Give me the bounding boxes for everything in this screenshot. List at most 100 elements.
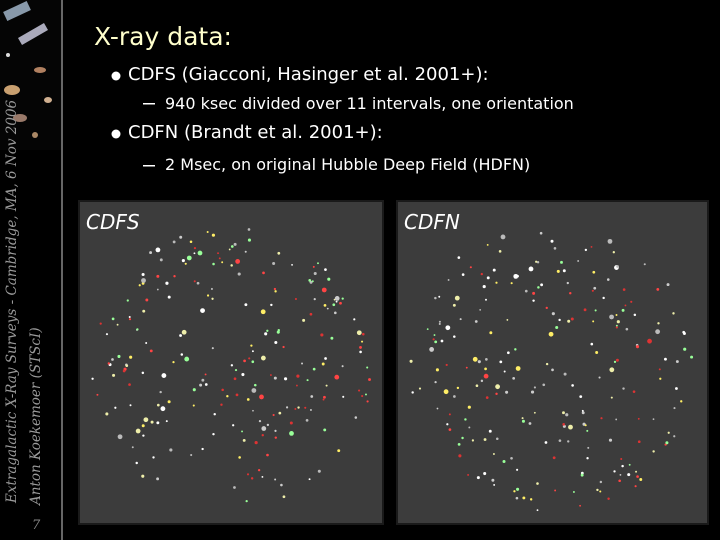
- source-dot: [580, 473, 584, 477]
- dash: [143, 165, 155, 167]
- source-dot: [212, 262, 215, 266]
- source-dot: [145, 341, 148, 344]
- source-dot: [551, 368, 554, 372]
- source-dot: [492, 453, 495, 455]
- source-dot: [615, 358, 619, 362]
- source-dot: [201, 447, 204, 451]
- source-dot: [361, 394, 364, 398]
- sidebar-text: Extragalactic X-Ray Surveys - Cambridge,…: [4, 99, 20, 503]
- source-dot: [521, 417, 524, 420]
- source-dot: [432, 338, 435, 341]
- source-dot: [682, 330, 686, 334]
- source-dot: [312, 265, 315, 268]
- source-dot: [652, 418, 655, 421]
- dash: [143, 103, 155, 105]
- source-dot: [289, 421, 293, 425]
- source-dot: [159, 258, 163, 262]
- bullet: [111, 71, 121, 81]
- source-dot: [226, 394, 229, 398]
- source-dot: [313, 271, 317, 276]
- source-dot: [366, 400, 369, 403]
- source-dot: [675, 387, 678, 390]
- source-dot: [361, 340, 364, 343]
- source-dot: [274, 340, 278, 345]
- source-dot: [558, 318, 561, 322]
- source-dot: [237, 272, 241, 276]
- source-dot: [128, 315, 131, 319]
- source-dot: [311, 280, 314, 283]
- source-dot: [141, 272, 145, 277]
- source-dot: [683, 347, 687, 351]
- source-dot: [493, 483, 496, 486]
- source-dot: [484, 367, 487, 371]
- source-dot: [465, 366, 468, 369]
- source-dot: [555, 325, 559, 330]
- source-dot: [656, 287, 660, 291]
- source-dot: [361, 332, 365, 336]
- source-dot: [145, 298, 149, 302]
- source-dot: [297, 406, 300, 409]
- source-dot: [448, 413, 451, 416]
- source-dot: [621, 464, 624, 468]
- source-dot: [251, 360, 255, 364]
- source-dot: [485, 298, 487, 301]
- source-dot: [586, 457, 589, 460]
- bullet-text: CDFS (Giacconi, Hasinger et al. 2001+):: [128, 64, 489, 85]
- source-dot: [658, 368, 661, 371]
- source-dot: [142, 309, 146, 313]
- source-dot: [192, 404, 195, 407]
- source-dot: [447, 279, 450, 281]
- source-dot: [211, 233, 216, 237]
- source-dot: [99, 322, 102, 325]
- source-dot: [516, 487, 520, 491]
- source-dot: [625, 327, 629, 331]
- source-dot: [159, 390, 162, 394]
- source-dot: [283, 377, 288, 381]
- source-dot: [322, 398, 325, 401]
- source-dot: [633, 313, 637, 317]
- source-dot: [260, 355, 266, 361]
- source-dot: [409, 359, 413, 363]
- source-dot: [620, 457, 623, 460]
- source-dot: [266, 329, 269, 332]
- source-dot: [485, 358, 488, 361]
- source-dot: [241, 372, 245, 377]
- source-dot: [250, 477, 254, 480]
- source-dot: [107, 362, 110, 365]
- source-dot: [615, 418, 618, 421]
- source-dot: [128, 318, 132, 321]
- source-dot: [273, 287, 277, 291]
- source-dot: [342, 395, 345, 398]
- source-dot: [596, 488, 599, 492]
- source-dot: [680, 400, 683, 403]
- source-dot: [295, 384, 298, 387]
- source-dot: [190, 453, 193, 457]
- source-dot: [228, 248, 231, 251]
- source-dot: [590, 245, 593, 248]
- source-dot: [277, 328, 280, 332]
- source-dot: [445, 325, 451, 331]
- source-dot: [621, 308, 625, 312]
- source-dot: [599, 480, 603, 484]
- source-dot: [204, 383, 208, 386]
- source-dot: [280, 483, 283, 487]
- source-dot: [254, 441, 258, 445]
- source-dot: [454, 295, 460, 301]
- source-dot: [630, 300, 633, 303]
- source-dot: [317, 262, 319, 265]
- page-number: 7: [32, 518, 41, 533]
- source-dot: [587, 446, 590, 449]
- source-dot: [411, 391, 414, 394]
- source-dot: [558, 439, 562, 442]
- source-dot: [612, 251, 615, 254]
- source-dot: [622, 288, 626, 291]
- source-dot: [201, 378, 205, 382]
- source-dot: [167, 295, 171, 299]
- source-dot: [480, 379, 484, 383]
- source-dot: [581, 409, 584, 412]
- source-dot: [567, 319, 571, 323]
- source-dot: [608, 438, 613, 442]
- source-dot: [245, 500, 248, 503]
- source-dot: [592, 320, 595, 323]
- source-dot: [530, 390, 535, 394]
